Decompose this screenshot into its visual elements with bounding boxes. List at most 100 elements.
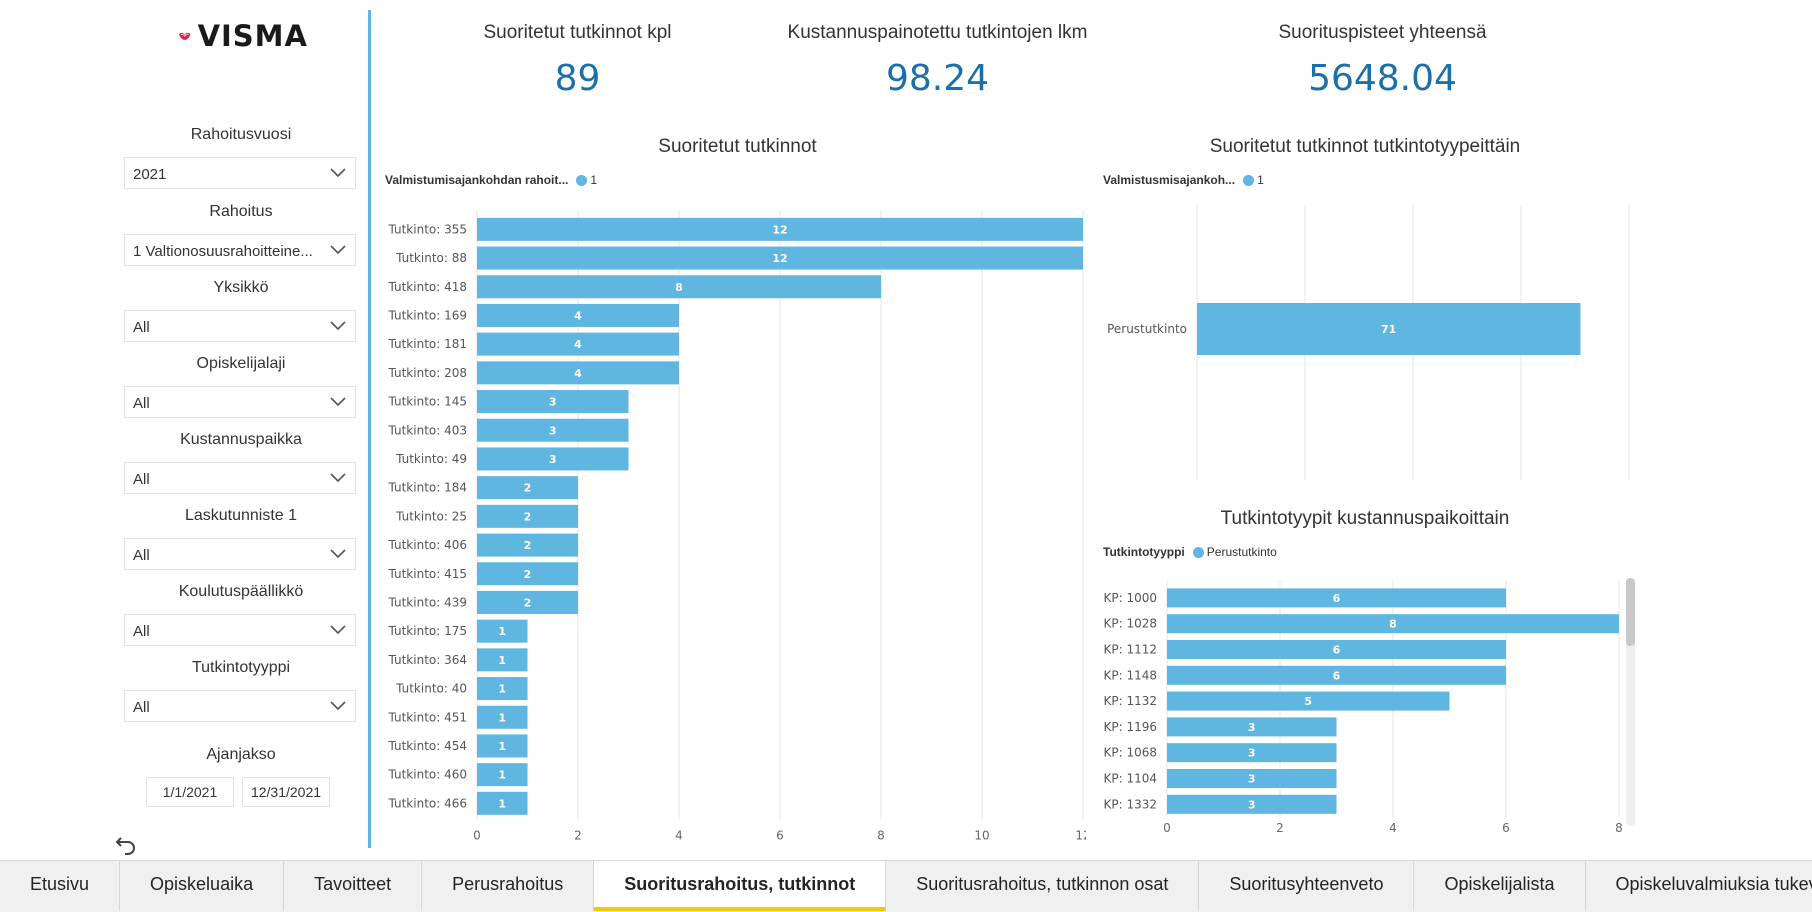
- category-label: KP: 1000: [1103, 591, 1157, 605]
- tab-5[interactable]: Suoritusrahoitus, tutkinnon osat: [886, 861, 1200, 911]
- chart-scrollbar[interactable]: [1626, 578, 1635, 826]
- slicer-dropdown-kustannuspaikka[interactable]: All: [124, 462, 356, 494]
- slicer-dropdown-tutkintotyyppi[interactable]: All: [124, 690, 356, 722]
- slicer-title-tutkintotyyppi: Tutkintotyyppi: [191, 659, 291, 676]
- tab-6[interactable]: Suoritusyhteenveto: [1199, 861, 1415, 911]
- slicer-value: All: [133, 395, 150, 412]
- x-tick-label: 2: [1276, 821, 1284, 835]
- bar[interactable]: [477, 791, 528, 815]
- bar[interactable]: [1167, 717, 1337, 737]
- bar-data-label: 3: [549, 396, 557, 409]
- bar-data-label: 6: [1333, 644, 1341, 657]
- bar[interactable]: [477, 504, 578, 528]
- category-label: Tutkinto: 466: [387, 796, 467, 810]
- bar[interactable]: [1167, 769, 1337, 788]
- x-tick-label: 4: [1389, 821, 1397, 835]
- tab-1[interactable]: Opiskeluaika: [120, 861, 285, 911]
- bar[interactable]: [477, 390, 629, 414]
- category-label: KP: 1028: [1103, 617, 1157, 631]
- bar[interactable]: [477, 648, 528, 672]
- tab-8[interactable]: Opiskeluvalmiuksia tukevat: [1585, 861, 1812, 911]
- bar[interactable]: [1167, 794, 1337, 814]
- bar-data-label: 4: [574, 309, 582, 322]
- bar[interactable]: [1167, 665, 1506, 685]
- slicer-title-rahoitusvuosi: Rahoitusvuosi: [190, 126, 292, 143]
- chart-kustannuspaikoittain: 0 2 4 6 8 KP: 1000 6 KP: 1028 8 KP: 1112 6 KP: 1148…: [1103, 580, 1623, 835]
- bar[interactable]: [477, 533, 578, 557]
- category-label: Tutkinto: 184: [387, 481, 467, 495]
- bar[interactable]: [1167, 614, 1619, 634]
- bar-data-label: 8: [675, 281, 683, 294]
- legend-title: Valmistusmisajankoh...: [1103, 173, 1236, 187]
- slicer-dropdown-koulutuspaallikko[interactable]: All: [124, 614, 356, 646]
- category-label: Tutkinto: 460: [387, 768, 467, 782]
- undo-icon[interactable]: [115, 833, 137, 855]
- bar[interactable]: [477, 332, 679, 356]
- legend-dot-icon: [576, 174, 588, 186]
- bar-data-label: 1: [498, 769, 506, 782]
- bar[interactable]: [477, 246, 1083, 270]
- bar[interactable]: [477, 447, 629, 471]
- bar[interactable]: [477, 303, 679, 327]
- bar[interactable]: [477, 590, 578, 614]
- slicer-dropdown-yksikko[interactable]: All: [124, 310, 356, 342]
- bar-data-label: 3: [549, 453, 557, 466]
- category-label: Tutkinto: 169: [387, 308, 467, 322]
- slicer-dropdown-laskutunniste[interactable]: All: [124, 538, 356, 570]
- chevron-down-icon: [330, 473, 346, 483]
- tab-4[interactable]: Suoritusrahoitus, tutkinnot: [594, 861, 887, 911]
- bar[interactable]: [477, 476, 578, 500]
- bar-data-label: 6: [1333, 592, 1341, 605]
- category-label: KP: 1068: [1103, 746, 1157, 760]
- report-page: VISMA Rahoitusvuosi 2021 Rahoitus 1 Valt…: [115, 10, 1635, 855]
- bar-data-label: 5: [1304, 695, 1312, 708]
- slicer-dropdown-opiskelijalaji[interactable]: All: [124, 386, 356, 418]
- bar[interactable]: [1167, 640, 1506, 659]
- bar-data-label: 1: [498, 740, 506, 753]
- bar[interactable]: [477, 677, 528, 701]
- category-label: KP: 1132: [1103, 694, 1157, 708]
- period-end-input[interactable]: 12/31/2021: [242, 777, 330, 807]
- x-tick-label: 0: [1163, 821, 1171, 835]
- category-label: KP: 1112: [1103, 643, 1157, 657]
- bar[interactable]: [477, 763, 528, 787]
- category-label: Tutkinto: 208: [387, 366, 467, 380]
- kpi-title-tutkinnot: Suoritetut tutkinnot kpl: [483, 22, 672, 43]
- kpi-title-kustannuspainotettu: Kustannuspainotettu tutkintojen lkm: [787, 22, 1088, 43]
- bar[interactable]: [477, 217, 1083, 241]
- bar[interactable]: [1167, 743, 1337, 763]
- category-label: Tutkinto: 406: [387, 538, 467, 552]
- chevron-down-icon: [330, 245, 346, 255]
- legend-item: 1: [590, 173, 598, 187]
- slicer-title-kustannuspaikka: Kustannuspaikka: [180, 431, 302, 448]
- tab-2[interactable]: Tavoitteet: [284, 861, 423, 911]
- bar[interactable]: [477, 734, 528, 758]
- period-start-input[interactable]: 1/1/2021: [146, 777, 234, 807]
- chart-tutkintotyypeittain: 020406080Perustutkinto71: [1107, 205, 1630, 480]
- slicer-value: All: [133, 471, 150, 488]
- bar-data-label: 3: [549, 424, 557, 437]
- chevron-down-icon: [330, 549, 346, 559]
- bar[interactable]: [477, 275, 881, 299]
- slicer-value: All: [133, 319, 150, 336]
- chart-legend-kustannuspaikoittain: Tutkintotyyppi Perustutkinto: [1103, 545, 1277, 559]
- bar[interactable]: [477, 361, 679, 385]
- bar[interactable]: [1167, 691, 1450, 711]
- tab-0[interactable]: Etusivu: [0, 861, 121, 911]
- category-label: Tutkinto: 40: [395, 682, 467, 696]
- bar[interactable]: [477, 705, 528, 729]
- tab-3[interactable]: Perusrahoitus: [422, 861, 595, 911]
- chart-title-tutkintotyypeittain: Suoritetut tutkinnot tutkintotyypeittäin: [1209, 136, 1521, 157]
- tab-7[interactable]: Opiskelijalista: [1414, 861, 1586, 911]
- scrollbar-thumb[interactable]: [1626, 578, 1635, 646]
- bar[interactable]: [1197, 303, 1581, 355]
- slicer-dropdown-rahoitusvuosi[interactable]: 2021: [124, 157, 356, 189]
- bar[interactable]: [1167, 588, 1506, 608]
- slicer-dropdown-rahoitus[interactable]: 1 Valtionosuusrahoitteine...: [124, 234, 356, 266]
- bar[interactable]: [477, 418, 629, 442]
- bar-data-label: 2: [524, 596, 532, 609]
- bar[interactable]: [477, 619, 528, 643]
- bar[interactable]: [477, 562, 578, 586]
- x-tick-label: 12: [1075, 829, 1086, 843]
